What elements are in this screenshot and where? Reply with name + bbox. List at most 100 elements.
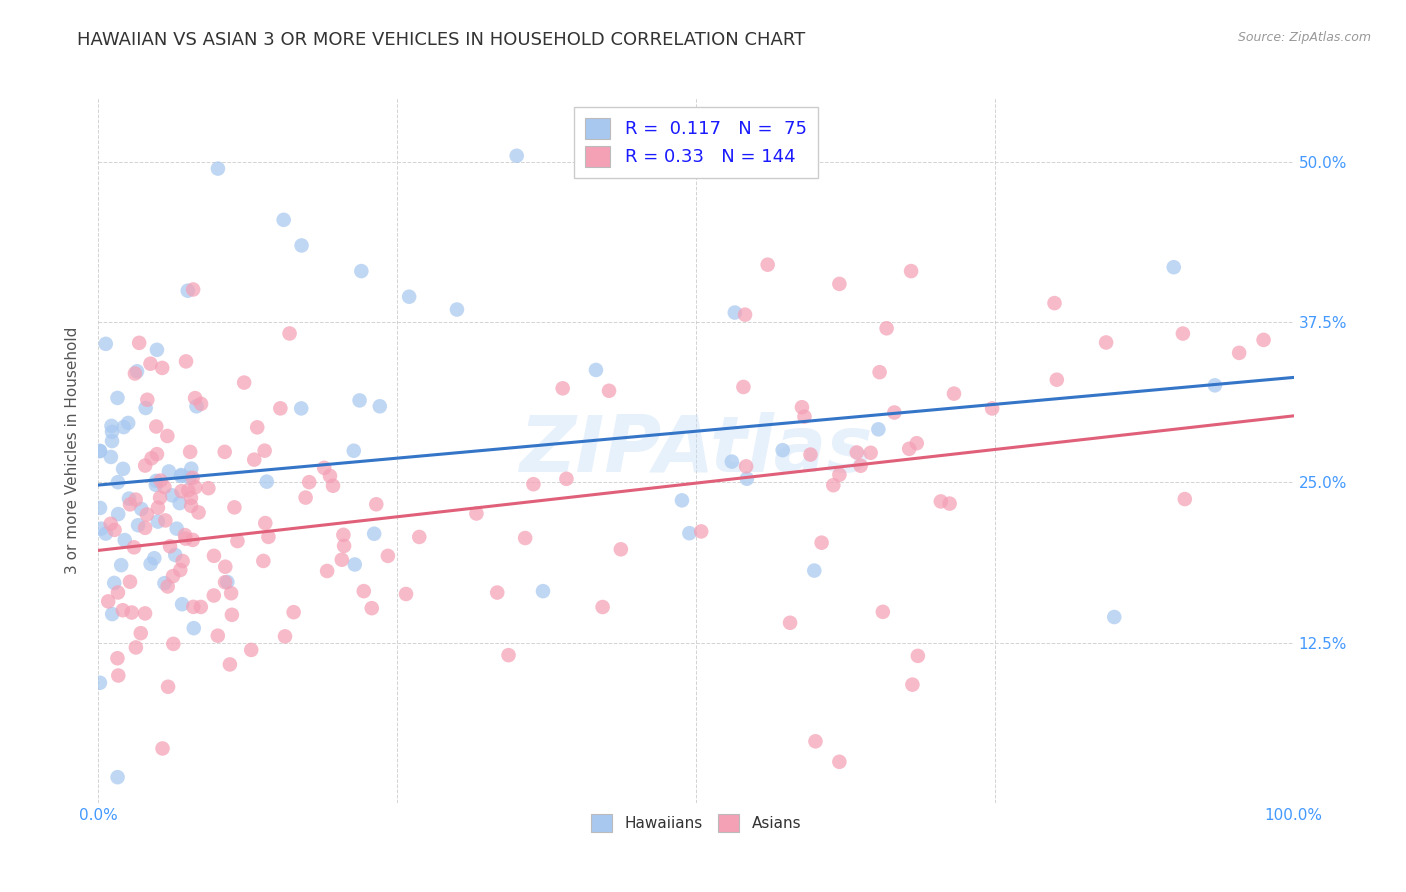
Point [828, 277, 851, 291]
Point [131, 502, 153, 516]
Point [100, 418, 122, 433]
Point [153, 480, 176, 494]
Point [89, 444, 111, 458]
Point [1043, 296, 1066, 310]
Point [810, 535, 832, 549]
Point [513, 531, 536, 545]
Point [97, 594, 120, 608]
Point [141, 451, 163, 466]
Point [110, 558, 132, 573]
Point [1046, 373, 1069, 387]
Point [202, 589, 225, 603]
Point [100, 450, 122, 464]
Point [153, 576, 176, 591]
Point [486, 585, 509, 599]
Point [353, 584, 375, 599]
Point [190, 397, 212, 411]
Point [291, 238, 314, 252]
Point [134, 521, 156, 535]
Point [219, 657, 242, 672]
Point [555, 472, 578, 486]
Point [1104, 610, 1126, 624]
Point [219, 586, 242, 600]
Point [136, 392, 159, 407]
Point [240, 643, 263, 657]
Point [202, 549, 225, 563]
Point [350, 264, 373, 278]
Point [160, 488, 183, 502]
Point [107, 391, 129, 405]
Point [943, 386, 966, 401]
Point [1174, 492, 1197, 507]
Point [257, 530, 280, 544]
Point [246, 420, 269, 434]
Point [129, 626, 152, 640]
Point [316, 564, 339, 578]
Point [146, 343, 169, 357]
Point [139, 357, 162, 371]
Point [112, 462, 135, 476]
Point [180, 461, 202, 475]
Point [181, 283, 204, 297]
Point [322, 479, 344, 493]
Point [592, 600, 614, 615]
Point [690, 524, 713, 539]
Point [174, 354, 197, 368]
Point [733, 380, 755, 394]
Point [166, 522, 188, 536]
Point [671, 493, 693, 508]
Point [94, 526, 117, 541]
Point [333, 539, 356, 553]
Point [314, 461, 336, 475]
Point [278, 326, 301, 341]
Point [214, 445, 236, 459]
Point [174, 528, 197, 542]
Y-axis label: 3 or more Vehicles in Household: 3 or more Vehicles in Household [65, 326, 80, 574]
Point [790, 401, 813, 415]
Point [103, 576, 125, 591]
Point [124, 492, 146, 507]
Point [121, 606, 143, 620]
Point [217, 574, 239, 589]
Point [169, 496, 191, 510]
Point [799, 448, 821, 462]
Point [849, 458, 872, 473]
Point [869, 365, 891, 379]
Point [162, 569, 184, 583]
Point [498, 648, 520, 662]
Point [183, 599, 205, 614]
Point [114, 533, 136, 547]
Point [294, 491, 316, 505]
Point [224, 500, 246, 515]
Point [756, 258, 779, 272]
Point [735, 472, 758, 486]
Point [929, 494, 952, 508]
Point [165, 548, 187, 562]
Point [226, 534, 249, 549]
Point [1095, 335, 1118, 350]
Point [343, 558, 366, 572]
Point [181, 471, 204, 485]
Point [531, 584, 554, 599]
Legend: Hawaiians, Asians: Hawaiians, Asians [582, 805, 810, 841]
Point [366, 497, 388, 511]
Point [118, 497, 141, 511]
Point [721, 455, 744, 469]
Point [197, 481, 219, 495]
Point [146, 447, 169, 461]
Text: ZIPAtlas: ZIPAtlas [519, 412, 873, 489]
Point [107, 475, 129, 490]
Point [122, 541, 145, 555]
Point [610, 542, 633, 557]
Point [117, 416, 139, 430]
Point [179, 445, 201, 459]
Point [828, 755, 851, 769]
Point [128, 335, 150, 350]
Point [883, 405, 905, 419]
Point [145, 474, 167, 488]
Point [253, 443, 276, 458]
Point [298, 475, 321, 490]
Point [107, 651, 129, 665]
Point [907, 648, 929, 663]
Point [803, 564, 825, 578]
